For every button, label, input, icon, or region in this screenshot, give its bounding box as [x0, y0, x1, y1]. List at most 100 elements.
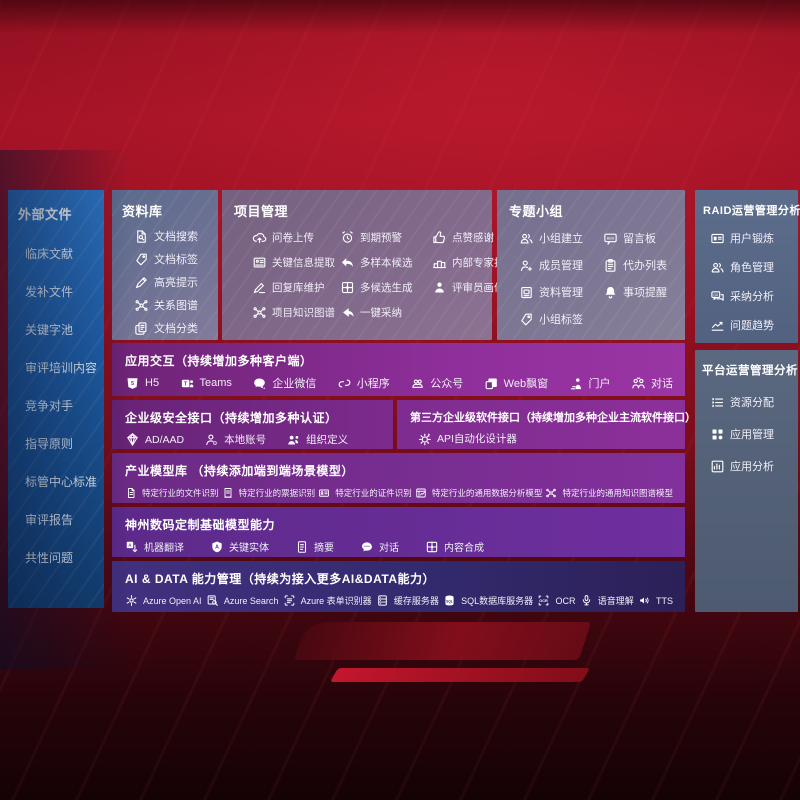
feature-label: 小组建立 — [539, 233, 583, 245]
h5-icon: 5 — [125, 376, 140, 391]
dialog-icon — [631, 376, 646, 391]
feature-label: 高亮提示 — [154, 277, 198, 289]
feature-label: 关键实体 — [229, 543, 269, 554]
graph-icon — [134, 298, 149, 313]
feature-label: 特定行业的文件识别 — [142, 488, 219, 498]
grid-icon — [710, 427, 725, 442]
feature-label: 关键信息提取 — [272, 257, 335, 269]
person-add-icon — [519, 258, 534, 273]
svg-text:A: A — [128, 542, 132, 547]
pencil-icon — [252, 280, 267, 295]
feature-item: 资料管理 — [519, 284, 603, 300]
feature-item: 关键字池 — [25, 321, 104, 338]
feature-item: 语音理解 — [580, 594, 634, 607]
feature-item: 审评报告 — [25, 511, 104, 528]
feature-item: 竞争对手 — [25, 397, 104, 414]
doc-icon — [125, 487, 137, 499]
app-interaction-title: 应用交互（持续增加多种客户端） — [125, 354, 313, 368]
feature-item: 应用管理 — [710, 426, 798, 442]
people-icon — [519, 231, 534, 246]
industry-models-title: 产业模型库 （持续添加端到端场景模型） — [125, 464, 354, 478]
feature-item: 问卷上传 — [252, 230, 340, 245]
highlight-pen-icon — [134, 275, 149, 290]
ad-shield-icon — [125, 432, 140, 447]
feature-item: 发补文件 — [25, 283, 104, 300]
feature-item: 对话 — [631, 375, 673, 391]
thirdparty-interface-list: API自动化设计器 — [397, 425, 685, 446]
external-files-title: 外部文件 — [18, 207, 73, 222]
feature-item: A 机器翻译 — [125, 539, 184, 554]
feature-item: 角色管理 — [710, 259, 798, 275]
trend-icon — [710, 318, 725, 333]
external-files-panel: 外部文件 临床文献 发补文件 关键字池 审评培训内容 竞争对手 指导原则 标管中心标准 审评报… — [8, 190, 104, 608]
chat-icon — [360, 540, 374, 554]
receipt-icon — [222, 487, 234, 499]
feature-item: 到期预警 — [340, 230, 432, 245]
feature-label: API自动化设计器 — [437, 433, 517, 445]
project-management-panel: 项目管理 问卷上传 到期预警 点赞感谢 关键信息提取 多样本候选 内部专家排名 回复库维护多… — [222, 190, 515, 340]
feature-item: 高亮提示 — [134, 274, 218, 290]
library-title: 资料库 — [122, 204, 163, 219]
feature-label: 公众号 — [430, 378, 464, 390]
feature-label: 特定行业的通用知识图谱模型 — [562, 488, 673, 498]
feature-item: 代办列表 — [603, 257, 685, 273]
feature-item: 小组标签 — [519, 311, 603, 327]
feature-item: 事项提醒 — [603, 284, 685, 300]
feature-label: 语音理解 — [597, 596, 634, 606]
feature-item: 缓存服务器 — [376, 594, 439, 607]
feature-label: 回复库维护 — [272, 282, 325, 294]
ocr-icon: OCR — [537, 594, 550, 607]
openai-icon — [125, 594, 138, 607]
feature-label: 小程序 — [356, 378, 390, 390]
feature-label: 应用分析 — [730, 461, 774, 473]
doc-search-icon — [134, 229, 149, 244]
foundation-models-row: 神州数码定制基础模型能力 A 机器翻译 A 关键实体 摘要 对话 内容合成 — [112, 507, 685, 557]
feature-item: A 关键实体 — [210, 539, 269, 554]
azure-search-icon — [206, 594, 219, 607]
feature-label: TTS — [656, 595, 673, 606]
topic-groups-list: 小组建立 BBS 留言板 成员管理 代办列表 资料管理 事项提醒 小组标签 — [497, 220, 685, 327]
feature-label: 指导原则 — [25, 437, 74, 451]
feature-item: 点赞感谢 — [432, 230, 515, 245]
form-recognizer-icon — [283, 594, 296, 607]
feature-item: 文档标签 — [134, 251, 218, 267]
project-management-list: 问卷上传 到期预警 点赞感谢 关键信息提取 多样本候选 内部专家排名 回复库维护 多候选生成评… — [222, 220, 515, 320]
feature-label: 问题趋势 — [730, 320, 774, 332]
sql-db-icon: SQL — [443, 594, 456, 607]
feature-label: 到期预警 — [360, 232, 402, 244]
feature-label: 代办列表 — [623, 260, 667, 272]
feature-item: 5 H5 — [125, 376, 159, 391]
svg-text:A: A — [215, 544, 219, 550]
feature-item: 成员管理 — [519, 257, 603, 273]
feature-label: 对话 — [379, 543, 399, 554]
feature-label: 成员管理 — [539, 260, 583, 272]
feature-item: AD/AAD — [125, 432, 184, 447]
feature-label: 机器翻译 — [144, 543, 184, 554]
feature-item: 文档分类 — [134, 320, 218, 336]
platform-analysis-list: 资源分配 应用管理 应用分析 — [695, 378, 798, 474]
feature-label: 文档标签 — [154, 254, 198, 266]
feature-item: 评审员画像 — [432, 280, 515, 295]
adopt-arrow-icon — [340, 305, 355, 320]
feature-label: 审评报告 — [25, 513, 74, 527]
graph-icon — [252, 305, 267, 320]
feature-label: SQL数据库服务器 — [461, 596, 534, 606]
web-window-icon — [484, 376, 499, 391]
feature-item: 特定行业的通用数据分析模型 — [415, 487, 542, 499]
ai-data-row: AI & DATA 能力管理（持续为接入更多AI&DATA能力） Azure O… — [112, 561, 685, 612]
raid-analysis-title: RAID运营管理分析 — [703, 205, 800, 217]
feature-label: 特定行业的证件识别 — [335, 488, 412, 498]
feature-label: 应用管理 — [730, 429, 774, 441]
foundation-models-list: A 机器翻译 A 关键实体 摘要 对话 内容合成 — [112, 533, 685, 554]
translate-icon: A — [125, 540, 139, 554]
feature-item: 文档搜索 — [134, 228, 218, 244]
feature-label: 共性问题 — [25, 551, 74, 565]
thirdparty-interface-row: 第三方企业级软件接口（持续增加多种企业主流软件接口） API自动化设计器 — [397, 400, 696, 449]
feature-label: 问卷上传 — [272, 232, 314, 244]
feature-label: Azure Open AI — [143, 595, 202, 606]
topic-groups-title: 专题小组 — [509, 204, 564, 219]
feature-label: 采纳分析 — [730, 291, 774, 303]
graph-icon — [545, 487, 557, 499]
feature-label: 临床文献 — [25, 247, 74, 261]
